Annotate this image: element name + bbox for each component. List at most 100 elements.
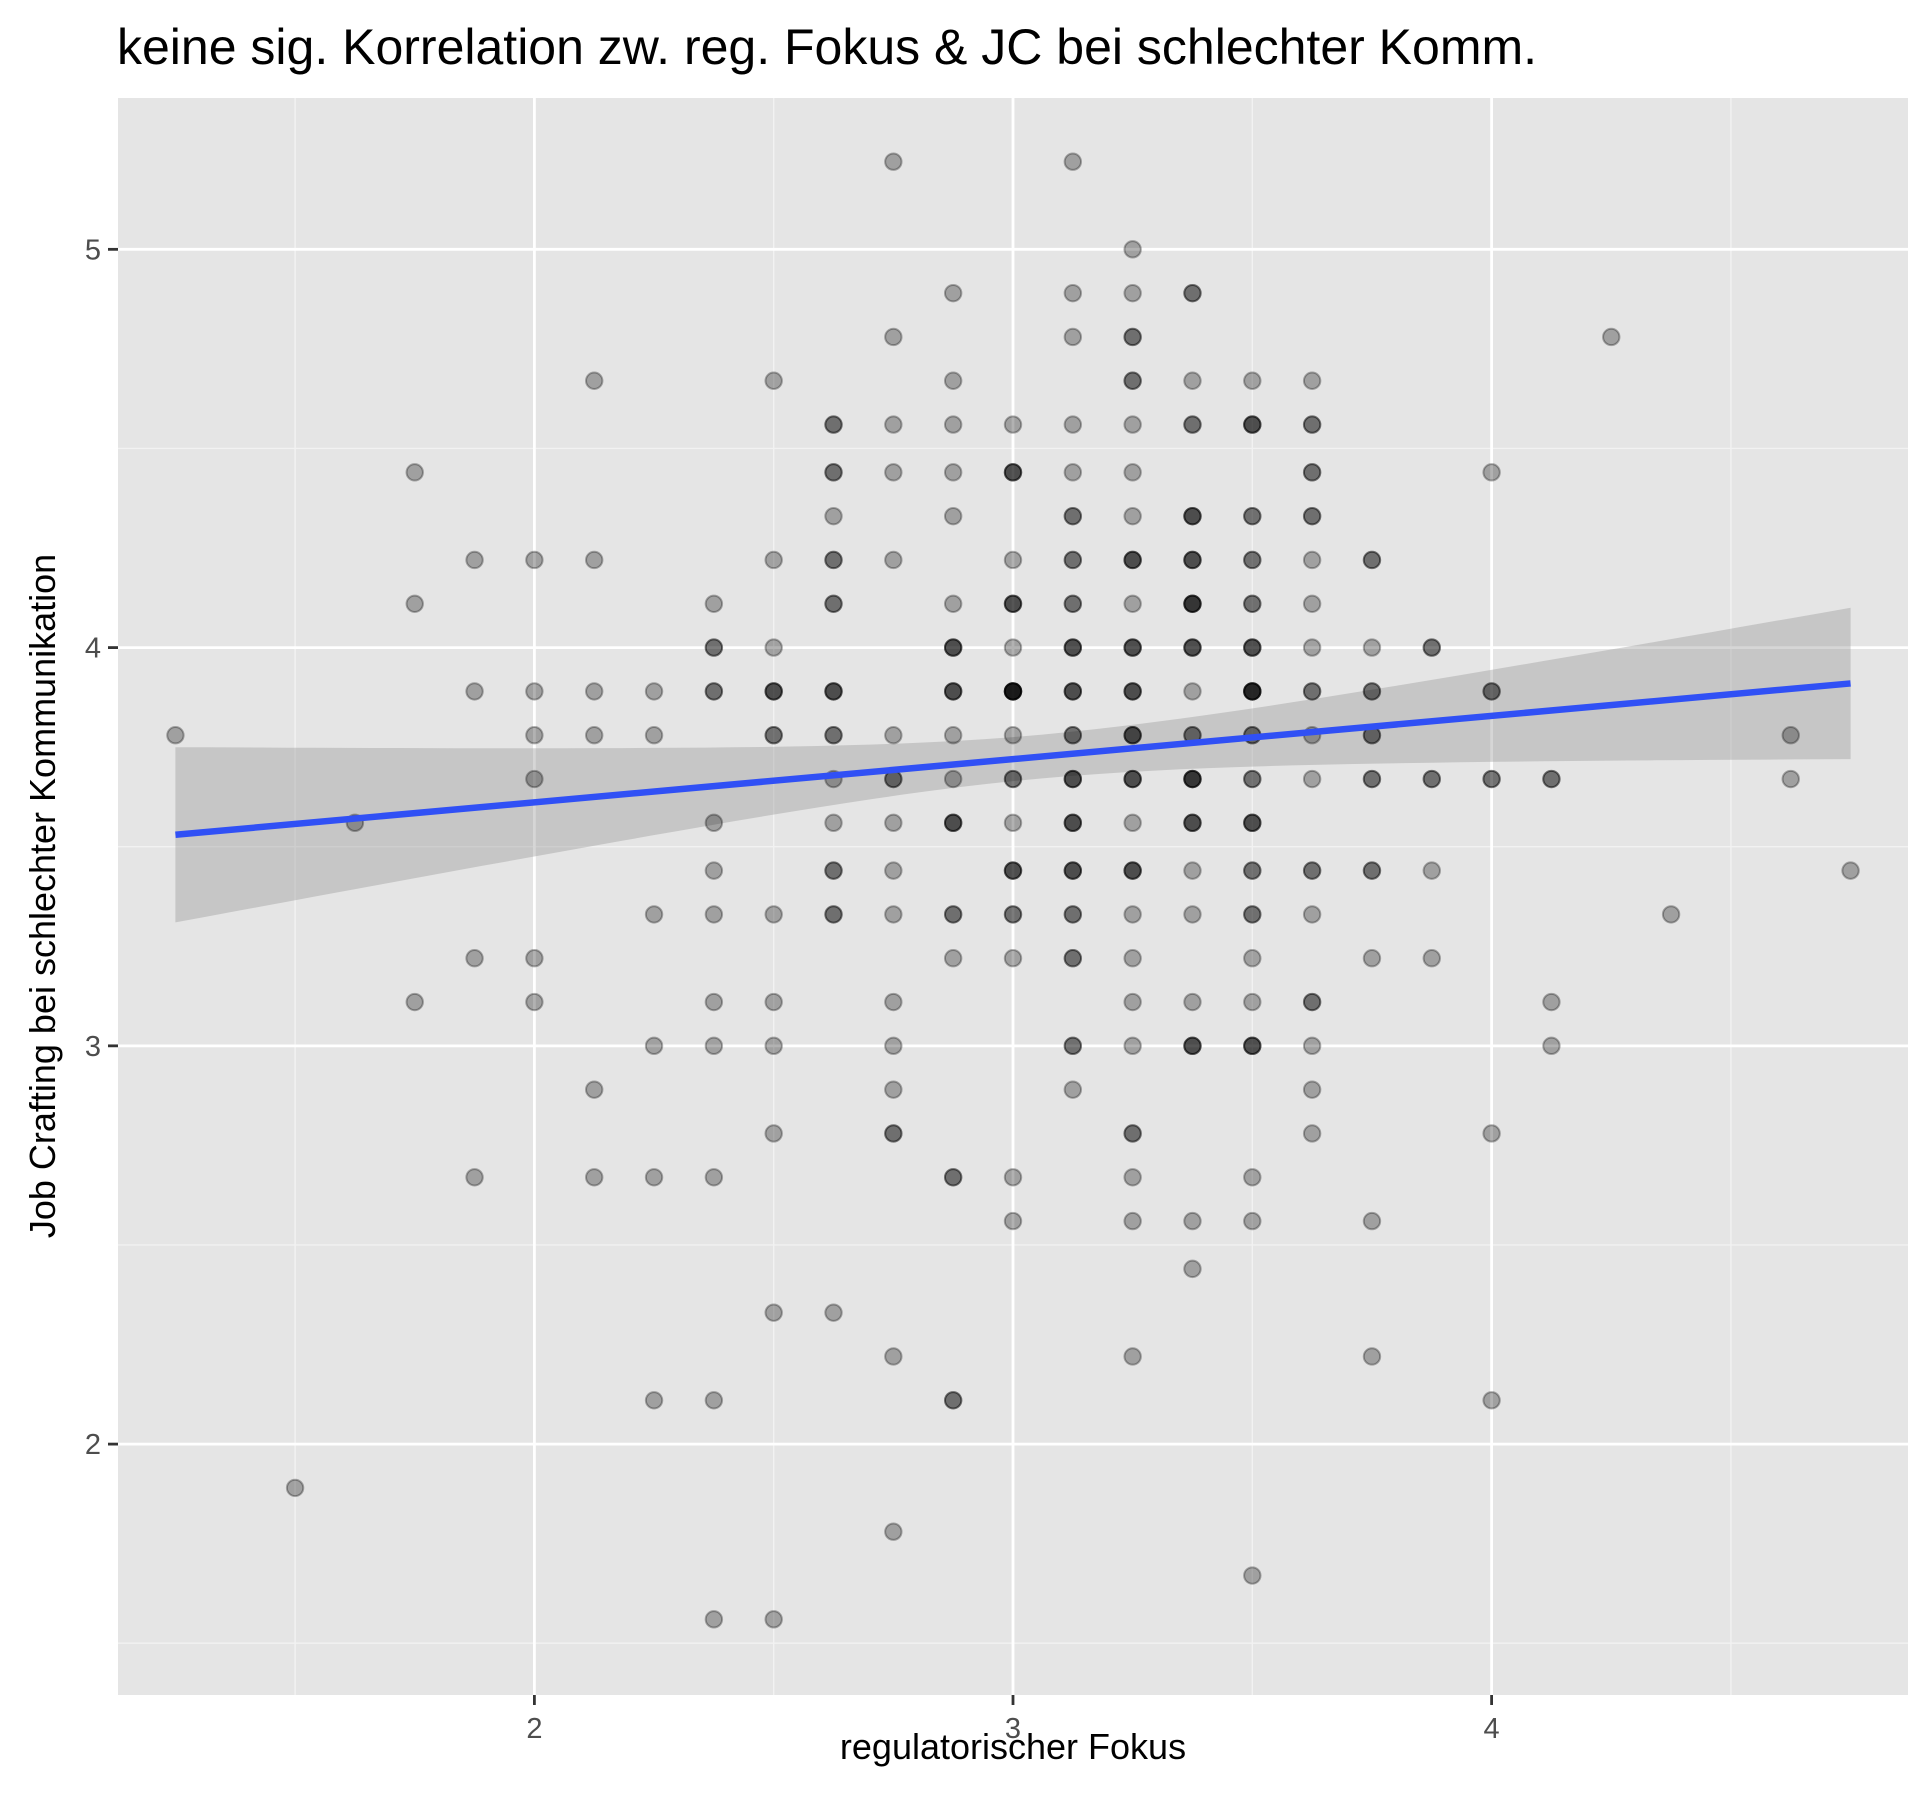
- data-point: [525, 992, 544, 1012]
- data-point: [704, 638, 724, 657]
- data-point: [1243, 415, 1262, 434]
- data-point: [1063, 726, 1083, 745]
- data-point: [1183, 1259, 1202, 1279]
- data-point: [1243, 1036, 1262, 1056]
- data-point: [824, 905, 843, 924]
- data-point: [644, 905, 664, 924]
- data-point: [1183, 861, 1202, 880]
- data-point: [824, 861, 843, 880]
- data-point: [1123, 992, 1142, 1012]
- data-point: [704, 992, 724, 1012]
- data-point: [1302, 415, 1322, 434]
- data-point: [943, 506, 963, 526]
- data-point: [1183, 638, 1202, 657]
- data-point: [1302, 1036, 1322, 1056]
- data-point: [943, 682, 963, 701]
- data-point: [704, 1036, 724, 1056]
- data-point: [1063, 1036, 1083, 1056]
- data-point: [943, 905, 963, 924]
- data-point: [1063, 769, 1083, 789]
- data-point: [1063, 905, 1083, 924]
- data-point: [1183, 594, 1202, 613]
- data-point: [1003, 463, 1023, 482]
- data-point: [764, 726, 783, 745]
- data-point: [1003, 682, 1023, 701]
- data-point: [1063, 769, 1083, 789]
- y-tick-label: 3: [85, 1031, 101, 1063]
- data-point: [1063, 682, 1083, 701]
- data-point: [1243, 682, 1262, 701]
- data-point: [1482, 682, 1501, 701]
- data-point: [465, 1168, 484, 1187]
- data-point: [1302, 506, 1322, 526]
- y-axis-title: Job Crafting bei schlechter Kommunikatio…: [22, 554, 63, 1238]
- data-point: [884, 813, 903, 833]
- data-point: [824, 682, 843, 701]
- data-point: [824, 463, 843, 482]
- data-point: [1123, 594, 1142, 613]
- data-point: [1063, 550, 1083, 570]
- data-point: [1063, 861, 1083, 880]
- data-point: [1183, 1036, 1202, 1056]
- data-point: [1003, 682, 1023, 701]
- regression-line: [175, 680, 1851, 839]
- data-point: [1362, 861, 1382, 880]
- data-point: [1482, 1124, 1501, 1143]
- data-point: [1243, 1211, 1262, 1231]
- data-point: [1063, 506, 1083, 526]
- data-point: [405, 992, 424, 1012]
- data-point: [1123, 861, 1142, 880]
- data-point: [1063, 949, 1083, 968]
- data-point: [1183, 1211, 1202, 1231]
- data-point: [824, 905, 843, 924]
- data-point: [884, 550, 903, 570]
- major-gridlines: [118, 98, 1908, 1695]
- data-point: [943, 726, 963, 745]
- data-point: [585, 1168, 604, 1187]
- data-point: [1003, 415, 1023, 434]
- data-point: [884, 1036, 903, 1056]
- data-point: [525, 550, 544, 570]
- data-point: [585, 371, 604, 390]
- data-point: [943, 415, 963, 434]
- data-point: [884, 415, 903, 434]
- data-point: [943, 463, 963, 482]
- data-point: [525, 682, 544, 701]
- data-point: [465, 949, 484, 968]
- data-point: [1003, 726, 1023, 745]
- data-point: [884, 1124, 903, 1143]
- data-point: [1063, 813, 1083, 833]
- data-point: [1003, 861, 1023, 880]
- data-point: [943, 905, 963, 924]
- y-axis: 2 3 4 5: [85, 234, 118, 1461]
- data-point: [1003, 769, 1023, 789]
- y-tick-label: 2: [85, 1429, 101, 1461]
- data-point: [884, 327, 903, 347]
- data-point: [1003, 638, 1023, 657]
- data-point: [1183, 506, 1202, 526]
- data-point: [1302, 1124, 1322, 1143]
- x-axis-title: regulatorischer Fokus: [840, 1726, 1186, 1767]
- data-point: [1063, 813, 1083, 833]
- data-point: [1123, 769, 1142, 789]
- data-point: [1781, 769, 1800, 789]
- y-tick-label: 4: [85, 633, 101, 665]
- data-point: [1302, 1080, 1322, 1099]
- data-point: [704, 1391, 724, 1410]
- data-point: [824, 682, 843, 701]
- data-point: [1243, 861, 1262, 880]
- data-point: [943, 813, 963, 833]
- data-point: [1183, 769, 1202, 789]
- data-point: [824, 415, 843, 434]
- data-point: [1123, 905, 1142, 924]
- data-point: [764, 726, 783, 745]
- data-point: [824, 861, 843, 880]
- data-point: [1183, 905, 1202, 924]
- data-point: [1063, 905, 1083, 924]
- data-point: [525, 726, 544, 745]
- data-point: [1302, 463, 1322, 482]
- data-point: [1302, 463, 1322, 482]
- data-point: [704, 861, 724, 880]
- data-point: [1183, 550, 1202, 570]
- data-point: [1183, 594, 1202, 613]
